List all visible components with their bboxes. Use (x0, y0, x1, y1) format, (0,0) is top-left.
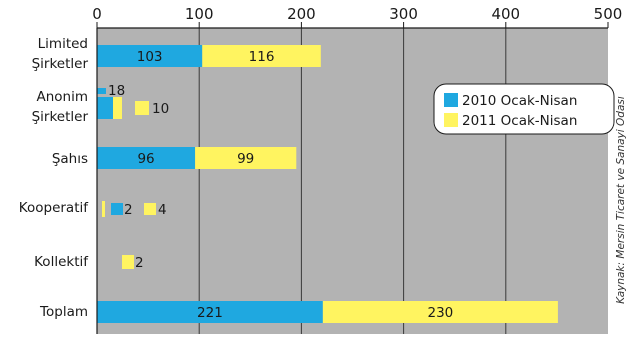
x-tick-label: 0 (92, 5, 102, 23)
category-label: Toplam (39, 304, 88, 320)
legend-label-1: 2011 Ocak-Nisan (462, 113, 577, 129)
data-label-2011-0: 116 (249, 49, 275, 65)
category-label: Kooperatif (19, 200, 89, 216)
category-label: Kollektif (34, 254, 89, 270)
x-tick-label: 300 (389, 5, 418, 23)
data-label-2011-1: 10 (152, 101, 169, 117)
bar-2010-1 (97, 88, 106, 94)
category-label: Anonim (36, 89, 88, 105)
category-label: Limited (38, 36, 88, 52)
data-label-2010-0: 103 (137, 49, 163, 65)
bar-2011-1 (113, 97, 122, 119)
bar-2011-5 (322, 301, 558, 323)
data-label-2011-2: 99 (237, 151, 254, 167)
bar-2010-5 (97, 301, 323, 323)
data-label-2011-3: 4 (158, 202, 167, 218)
bar-2010-3 (111, 203, 123, 215)
plot-area (97, 28, 608, 334)
legend-swatch-1 (444, 113, 458, 127)
bar-2011-sliver-3 (102, 201, 105, 217)
x-tick-label: 400 (491, 5, 520, 23)
category-label: Şirketler (32, 109, 89, 125)
bar-2010-0 (97, 45, 203, 67)
legend-key-2011-1 (135, 101, 149, 115)
source-note: Kaynak: Mersin Ticaret ve Sanayi Odası (615, 96, 627, 304)
category-label: Şahıs (52, 151, 88, 167)
legend-label-0: 2010 Ocak-Nisan (462, 93, 577, 109)
x-tick-label: 100 (185, 5, 214, 23)
data-label-2010-1: 18 (108, 83, 125, 99)
bar-2011-key-3 (144, 203, 156, 215)
legend-swatch-0 (444, 93, 458, 107)
data-label-2010-3: 2 (124, 202, 133, 218)
x-tick-label: 500 (594, 5, 623, 23)
bar-2010-2 (97, 147, 196, 169)
data-label-2010-5: 221 (197, 305, 223, 321)
data-label-2010-2: 96 (137, 151, 154, 167)
x-tick-label: 200 (287, 5, 316, 23)
data-label-2011-5: 230 (428, 305, 454, 321)
category-label: Şirketler (32, 56, 89, 72)
bar-2011-2 (195, 147, 297, 169)
bar-2010-row2-1 (97, 97, 113, 119)
bar-2011-0 (202, 45, 321, 67)
legend-box (433, 83, 615, 135)
bar-2011-4 (122, 255, 134, 269)
data-label-2011-4: 2 (135, 255, 144, 271)
